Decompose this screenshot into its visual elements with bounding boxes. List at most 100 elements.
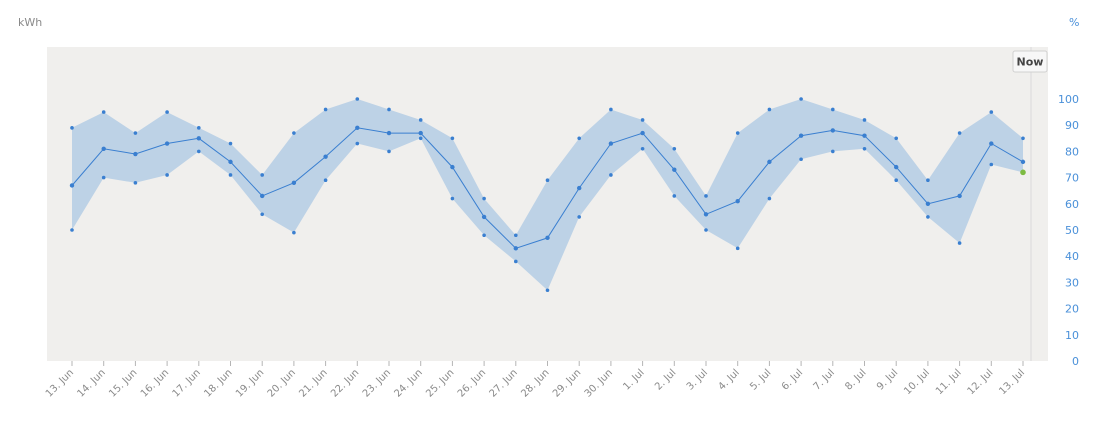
series-point: [196, 136, 201, 141]
upper-point: [735, 131, 740, 135]
lower-point: [735, 246, 740, 251]
upper-point: [926, 178, 930, 183]
range-band-area: [72, 99, 1023, 291]
upper-point: [799, 97, 803, 101]
upper-point: [957, 131, 962, 135]
right-y-axis: 0 10 20 30 40 50 60 70 80 90 100: [1058, 93, 1079, 368]
series-point: [164, 141, 170, 146]
lower-point: [545, 288, 550, 293]
upper-point: [704, 194, 708, 198]
series-point: [894, 164, 899, 170]
series-point: [481, 214, 487, 220]
series-point: [735, 198, 740, 204]
x-tick-label: 18. Jun: [202, 367, 234, 399]
upper-point: [260, 173, 265, 177]
series-point: [386, 130, 392, 136]
lower-point: [165, 173, 169, 177]
lower-point: [799, 157, 803, 162]
x-tick-label: 9. Jul: [875, 367, 900, 392]
x-tick-label: 25. Jun: [424, 367, 456, 399]
y-tick-label: 80: [1065, 145, 1079, 158]
series-point: [577, 185, 582, 191]
upper-point: [831, 107, 835, 112]
series-point: [101, 146, 106, 151]
series-point: [925, 201, 931, 206]
upper-point: [640, 118, 645, 122]
x-axis: 13. Jun 14. Jun 15. Jun 16. Jun 17. Jun 18. J…: [44, 361, 1027, 400]
x-tick-label: 30. Jun: [583, 367, 615, 399]
x-tick-label: 29. Jun: [551, 367, 583, 399]
lower-point: [514, 259, 518, 264]
series-point: [798, 133, 804, 138]
upper-point: [70, 126, 74, 130]
y-tick-label: 60: [1065, 198, 1079, 211]
series-point: [513, 246, 518, 251]
x-tick-label: 28. Jun: [519, 367, 551, 399]
lower-point: [672, 194, 677, 198]
lower-point: [926, 215, 930, 219]
x-tick-label: 2. Jul: [653, 367, 678, 392]
lower-point: [894, 178, 898, 183]
upper-point: [482, 196, 486, 201]
x-tick-label: 20. Jun: [266, 367, 298, 399]
series-point: [767, 159, 772, 165]
series-point: [133, 151, 138, 157]
x-tick-label: 14. Jun: [75, 367, 107, 399]
upper-point: [418, 118, 423, 122]
upper-point: [989, 110, 994, 114]
y-tick-label: 100: [1058, 93, 1079, 106]
x-tick-label: 17. Jun: [171, 367, 203, 399]
upper-point: [894, 136, 898, 141]
upper-point: [767, 107, 772, 112]
series-point: [957, 193, 962, 199]
lower-point: [260, 212, 265, 217]
x-tick-label: 7. Jul: [812, 367, 837, 392]
series-point: [672, 167, 677, 172]
lower-point: [482, 233, 486, 238]
upper-point: [862, 118, 867, 122]
x-tick-label: 10. Jul: [902, 367, 932, 397]
current-value-point: [1020, 169, 1026, 176]
lower-point: [197, 149, 201, 154]
x-tick-label: 15. Jun: [107, 367, 139, 399]
x-tick-label: 13. Jun: [44, 367, 76, 399]
lower-point: [387, 149, 391, 154]
lower-point: [355, 141, 360, 146]
upper-point: [228, 141, 233, 146]
series-point: [69, 183, 75, 188]
lower-point: [133, 181, 138, 185]
series-point: [323, 154, 328, 159]
x-tick-label: 5. Jul: [748, 367, 773, 392]
upper-point: [101, 110, 106, 114]
lower-point: [609, 173, 613, 177]
series-point: [1020, 159, 1026, 165]
x-tick-label: 11. Jul: [934, 367, 964, 397]
x-tick-label: 16. Jun: [139, 367, 171, 399]
series-point: [608, 141, 614, 146]
series-point: [640, 130, 645, 136]
series-point: [355, 125, 360, 131]
lower-point: [418, 136, 423, 141]
series-point: [862, 133, 867, 138]
y-tick-label: 20: [1065, 303, 1079, 316]
upper-point: [1021, 136, 1025, 141]
series-point: [260, 193, 265, 199]
lower-point: [957, 241, 962, 245]
upper-point: [292, 131, 296, 135]
y-tick-label: 0: [1072, 355, 1079, 368]
upper-point: [165, 110, 169, 114]
x-tick-label: 12. Jul: [966, 367, 996, 397]
series-point: [291, 180, 297, 186]
x-tick-label: 22. Jun: [329, 367, 361, 399]
lower-point: [323, 178, 328, 183]
lower-point: [450, 196, 455, 201]
lower-point: [989, 162, 994, 167]
x-tick-label: 8. Jul: [843, 367, 868, 392]
y-tick-label: 70: [1065, 172, 1079, 185]
series-point: [545, 235, 550, 241]
now-badge: [1012, 50, 1048, 73]
lower-point: [704, 228, 708, 232]
series-point: [830, 128, 835, 133]
left-unit-label: kWh: [18, 16, 42, 29]
